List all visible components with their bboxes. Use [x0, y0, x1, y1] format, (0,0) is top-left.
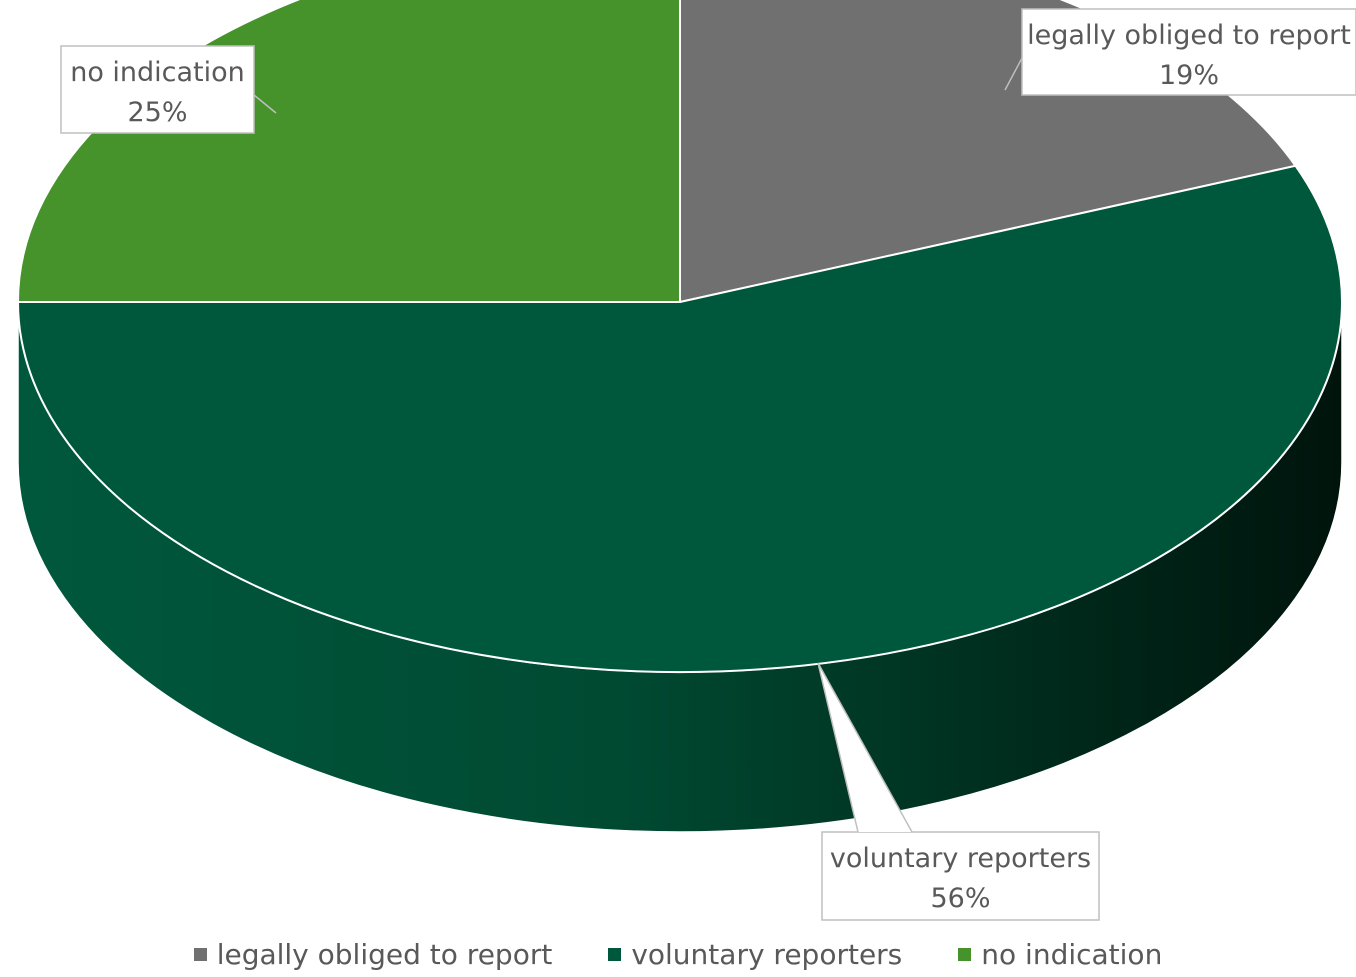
- legend-label-voluntary-reporters: voluntary reporters: [631, 938, 902, 971]
- legend-item-legally-obliged: legally obliged to report: [194, 938, 553, 971]
- data-label-value: 19%: [1159, 60, 1219, 91]
- data-label-value: 25%: [127, 97, 187, 128]
- legend-swatch-voluntary-reporters: [608, 948, 621, 961]
- legend: legally obliged to report voluntary repo…: [0, 934, 1356, 974]
- data-label-value: 56%: [930, 883, 990, 914]
- data-label-category: voluntary reporters: [830, 843, 1091, 874]
- data-label-no-indication: no indication 25%: [61, 46, 276, 133]
- data-label-category: no indication: [70, 57, 245, 88]
- legend-swatch-no-indication: [958, 948, 971, 961]
- legend-label-legally-obliged: legally obliged to report: [217, 938, 553, 971]
- data-label-legally-obliged-to-report: legally obliged to report 19%: [1005, 9, 1356, 95]
- legend-swatch-legally-obliged: [194, 948, 207, 961]
- data-label-category: legally obliged to report: [1027, 20, 1351, 51]
- legend-item-no-indication: no indication: [958, 938, 1162, 971]
- legend-label-no-indication: no indication: [981, 938, 1162, 971]
- legend-item-voluntary-reporters: voluntary reporters: [608, 938, 902, 971]
